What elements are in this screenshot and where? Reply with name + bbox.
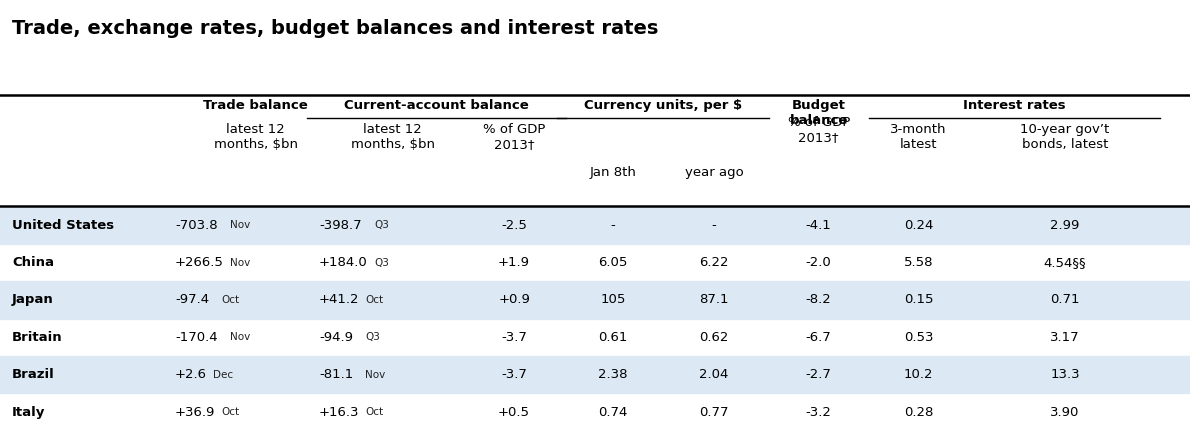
Text: Oct: Oct	[365, 407, 383, 417]
Text: -398.7: -398.7	[319, 218, 362, 232]
Text: +1.9: +1.9	[499, 256, 530, 269]
Text: 6.22: 6.22	[700, 256, 728, 269]
Text: -3.2: -3.2	[806, 405, 832, 419]
Text: 0.74: 0.74	[599, 405, 627, 419]
Text: 0.53: 0.53	[904, 331, 933, 344]
Text: -6.7: -6.7	[806, 331, 832, 344]
Text: 0.62: 0.62	[700, 331, 728, 344]
Text: 0.28: 0.28	[904, 405, 933, 419]
Text: Currency units, per $: Currency units, per $	[584, 99, 741, 112]
Text: Budget
balance: Budget balance	[789, 99, 848, 127]
Text: 3.17: 3.17	[1051, 331, 1079, 344]
Text: +16.3: +16.3	[319, 405, 359, 419]
Text: 105: 105	[600, 293, 626, 307]
Text: -8.2: -8.2	[806, 293, 832, 307]
Text: 6.05: 6.05	[599, 256, 627, 269]
Text: -: -	[610, 218, 615, 232]
Text: % of GDP
2013†: % of GDP 2013†	[483, 123, 545, 150]
Text: +0.5: +0.5	[499, 405, 530, 419]
Text: +36.9: +36.9	[175, 405, 215, 419]
Text: Nov: Nov	[230, 258, 250, 267]
Text: 3-month
latest: 3-month latest	[890, 123, 947, 150]
Text: 87.1: 87.1	[700, 293, 728, 307]
Text: 10-year gov’t
bonds, latest: 10-year gov’t bonds, latest	[1021, 123, 1109, 150]
Text: latest 12
months, $bn: latest 12 months, $bn	[351, 123, 434, 150]
Text: +0.9: +0.9	[499, 293, 530, 307]
Text: 0.77: 0.77	[700, 405, 728, 419]
Text: year ago: year ago	[684, 166, 744, 178]
Text: China: China	[12, 256, 54, 269]
Text: -94.9: -94.9	[319, 331, 353, 344]
Text: Nov: Nov	[230, 332, 250, 342]
Text: 0.61: 0.61	[599, 331, 627, 344]
Text: latest 12
months, $bn: latest 12 months, $bn	[214, 123, 298, 150]
Text: 2.38: 2.38	[599, 368, 627, 381]
Text: +266.5: +266.5	[175, 256, 224, 269]
Text: % of GDP
2013†: % of GDP 2013†	[788, 116, 850, 144]
Text: -97.4: -97.4	[175, 293, 209, 307]
Text: United States: United States	[12, 218, 114, 232]
Text: Trade, exchange rates, budget balances and interest rates: Trade, exchange rates, budget balances a…	[12, 19, 658, 38]
Text: +184.0: +184.0	[319, 256, 368, 269]
Text: Nov: Nov	[230, 220, 250, 230]
Bar	[0, 356, 1190, 393]
Text: 0.71: 0.71	[1051, 293, 1079, 307]
Text: Current-account balance: Current-account balance	[344, 99, 530, 112]
Text: -2.0: -2.0	[806, 256, 832, 269]
Text: Q3: Q3	[374, 220, 389, 230]
Text: 4.54§§: 4.54§§	[1044, 256, 1086, 269]
Bar	[0, 206, 1190, 244]
Text: Oct: Oct	[221, 295, 239, 305]
Text: -3.7: -3.7	[501, 368, 527, 381]
Text: Brazil: Brazil	[12, 368, 55, 381]
Text: -4.1: -4.1	[806, 218, 832, 232]
Text: -2.7: -2.7	[806, 368, 832, 381]
Text: 0.24: 0.24	[904, 218, 933, 232]
Text: Oct: Oct	[221, 407, 239, 417]
Bar	[0, 281, 1190, 319]
Text: 3.90: 3.90	[1051, 405, 1079, 419]
Text: Q3: Q3	[374, 258, 389, 267]
Text: 13.3: 13.3	[1051, 368, 1079, 381]
Text: 10.2: 10.2	[904, 368, 933, 381]
Text: +2.6: +2.6	[175, 368, 207, 381]
Text: Japan: Japan	[12, 293, 54, 307]
Text: -3.7: -3.7	[501, 331, 527, 344]
Text: Britain: Britain	[12, 331, 63, 344]
Text: -81.1: -81.1	[319, 368, 353, 381]
Text: Jan 8th: Jan 8th	[589, 166, 637, 178]
Text: Oct: Oct	[365, 295, 383, 305]
Text: +41.2: +41.2	[319, 293, 359, 307]
Text: Dec: Dec	[213, 370, 233, 380]
Text: 2.04: 2.04	[700, 368, 728, 381]
Text: -170.4: -170.4	[175, 331, 218, 344]
Text: -: -	[712, 218, 716, 232]
Text: 0.15: 0.15	[904, 293, 933, 307]
Text: -2.5: -2.5	[501, 218, 527, 232]
Text: Interest rates: Interest rates	[963, 99, 1066, 112]
Text: Trade balance: Trade balance	[203, 99, 308, 112]
Text: Nov: Nov	[365, 370, 386, 380]
Text: Q3: Q3	[365, 332, 381, 342]
Text: 2.99: 2.99	[1051, 218, 1079, 232]
Text: 5.58: 5.58	[904, 256, 933, 269]
Text: Italy: Italy	[12, 405, 45, 419]
Text: -703.8: -703.8	[175, 218, 218, 232]
